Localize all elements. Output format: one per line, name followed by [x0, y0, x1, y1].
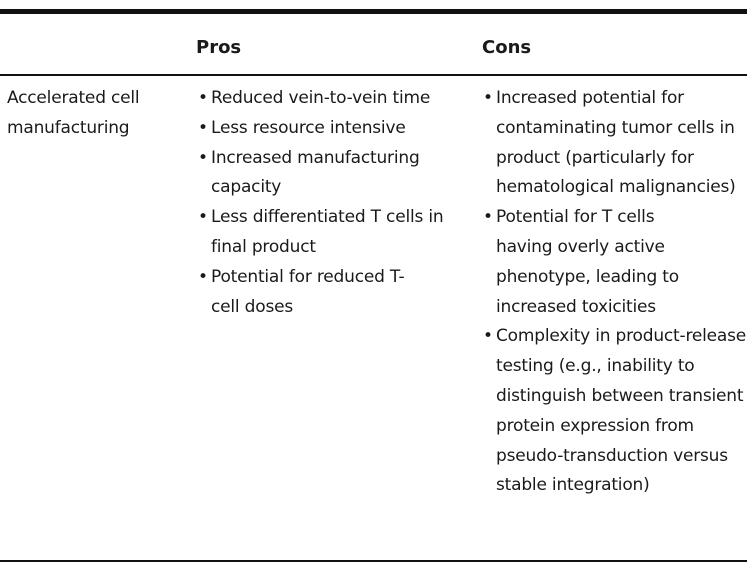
pros-item: Less differentiated T cells in final pro…	[196, 203, 471, 263]
cons-item: Potential for T cells having overly acti…	[481, 203, 706, 322]
table-bottom-rule	[0, 560, 747, 562]
table-top-rule	[0, 9, 747, 14]
cons-cell: Increased potential for contaminating tu…	[481, 84, 747, 501]
pros-item: Potential for reduced T-cell doses	[196, 263, 431, 323]
row-label-line: manufacturing	[7, 117, 130, 138]
column-header-cons: Cons	[482, 37, 532, 58]
row-label: Accelerated cell manufacturing	[7, 84, 187, 144]
header-rule	[0, 74, 747, 76]
pros-item: Less resource intensive	[196, 114, 476, 144]
row-label-line: Accelerated cell	[7, 88, 140, 108]
pros-item: Increased manufacturing capacity	[196, 144, 456, 204]
pros-cell: Reduced vein-to-vein time Less resource …	[196, 84, 476, 322]
pros-item: Reduced vein-to-vein time	[196, 84, 476, 114]
cons-item: Increased potential for contaminating tu…	[481, 84, 747, 203]
column-header-pros: Pros	[196, 37, 242, 58]
pros-list: Reduced vein-to-vein time Less resource …	[196, 84, 476, 322]
cons-list: Increased potential for contaminating tu…	[481, 84, 747, 501]
cons-item: Complexity in product-release testing (e…	[481, 322, 747, 501]
